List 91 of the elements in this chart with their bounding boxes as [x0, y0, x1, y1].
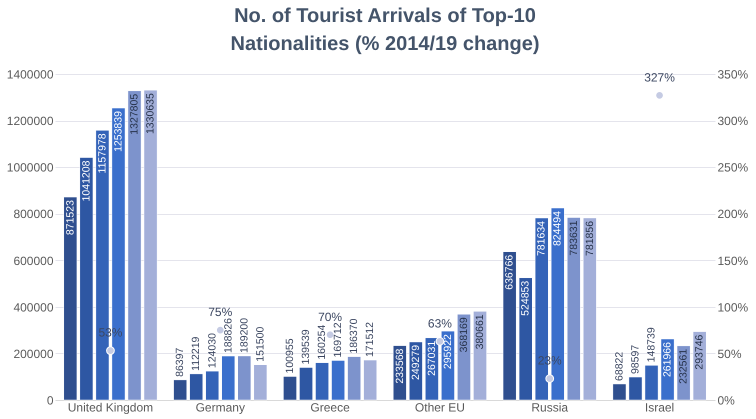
data-label: 63% [428, 316, 452, 330]
x-tick-label: United Kingdom [68, 400, 154, 414]
x-tick-label: Greece [310, 400, 350, 414]
data-label: 1157978 [96, 133, 108, 174]
bar [283, 376, 297, 400]
point [106, 346, 115, 355]
y2-tick-label: 200% [718, 207, 749, 222]
data-label: 824494 [552, 210, 564, 246]
y-tick-label: 400000 [13, 300, 54, 314]
data-label: 1327805 [128, 94, 141, 135]
data-label: 186370 [348, 318, 360, 354]
data-label: 1253839 [112, 110, 124, 152]
data-label: 86397 [174, 348, 186, 377]
data-label: 151500 [254, 326, 266, 362]
bar [238, 356, 252, 400]
y-tick-label: 1200000 [6, 114, 54, 128]
bar [64, 196, 78, 400]
data-label: 75% [208, 305, 233, 320]
y-tick-label: 800000 [13, 207, 54, 222]
data-label: 781856 [584, 220, 596, 256]
y2-tick-label: 250% [718, 160, 749, 175]
bar [315, 362, 329, 400]
data-label: 293746 [694, 334, 706, 370]
data-label: 368169 [458, 317, 470, 352]
bar [582, 218, 597, 400]
bar [612, 384, 626, 400]
bar [205, 370, 220, 400]
chart-title: No. of Tourist Arrivals of Top-10 Nationalities (% 2014/19 change) [230, 5, 540, 55]
bar [473, 311, 487, 400]
data-label: 70% [318, 310, 342, 324]
x-tick-label: Russia [531, 400, 568, 414]
point [545, 374, 554, 383]
data-label: 249279 [410, 344, 422, 380]
bar [221, 356, 236, 400]
data-label: 267031 [426, 340, 438, 376]
y2-tick-label: 0% [718, 394, 736, 408]
data-label: 636766 [504, 254, 516, 290]
data-label: 1041208 [80, 160, 92, 202]
data-label: 169712 [332, 322, 344, 358]
bar [173, 380, 188, 400]
x-tick-label: Germany [196, 400, 245, 414]
data-label: 232561 [678, 348, 690, 384]
bar [128, 90, 142, 400]
data-label: 188826 [222, 318, 234, 354]
bar [254, 364, 268, 400]
data-label: 112219 [190, 336, 202, 371]
data-label: 783631 [568, 220, 580, 256]
data-label: 148739 [646, 327, 658, 362]
y-tick-label: 200000 [13, 346, 54, 361]
x-tick-label: Israel [644, 400, 674, 414]
y-tick-label: 1000000 [6, 160, 54, 175]
data-label: 98597 [629, 344, 642, 374]
bar [80, 157, 94, 400]
data-label: 781634 [536, 220, 548, 256]
data-label: 68822 [613, 352, 626, 381]
data-label: 295922 [442, 334, 454, 370]
data-label: 189200 [238, 318, 250, 353]
data-label: 171512 [364, 322, 376, 358]
data-label: 380661 [474, 314, 486, 350]
data-label: 327% [644, 70, 676, 84]
bar [457, 314, 471, 400]
bar [299, 367, 313, 400]
bar [347, 356, 361, 400]
bar [628, 376, 642, 400]
data-label: 124030 [206, 332, 218, 368]
bar [189, 374, 204, 400]
bar [566, 217, 581, 400]
data-label: 233568 [394, 348, 406, 384]
data-label: 524853 [520, 280, 532, 316]
y2-tick-label: 100% [718, 300, 749, 314]
y-tick-label: 1400000 [6, 68, 54, 82]
y-tick-label: 0 [46, 394, 54, 408]
data-label: 871523 [64, 200, 76, 236]
y2-tick-label: 50% [718, 346, 742, 361]
data-label: 100955 [284, 338, 296, 374]
bar [644, 365, 658, 400]
data-label: 160254 [316, 324, 328, 360]
bar [502, 251, 516, 400]
y-tick-label: 600000 [13, 254, 54, 268]
data-label: 139539 [300, 329, 312, 365]
x-tick-label: Other EU [414, 400, 465, 414]
y2-tick-label: 350% [718, 68, 749, 82]
bar [331, 360, 345, 400]
data-label: 261966 [662, 342, 674, 378]
y2-tick-label: 150% [718, 254, 749, 268]
bar [144, 90, 158, 400]
point [655, 91, 664, 100]
bar [363, 360, 378, 400]
data-label: 1330635 [144, 93, 157, 134]
y2-tick-label: 300% [718, 114, 749, 128]
bar [518, 278, 532, 400]
